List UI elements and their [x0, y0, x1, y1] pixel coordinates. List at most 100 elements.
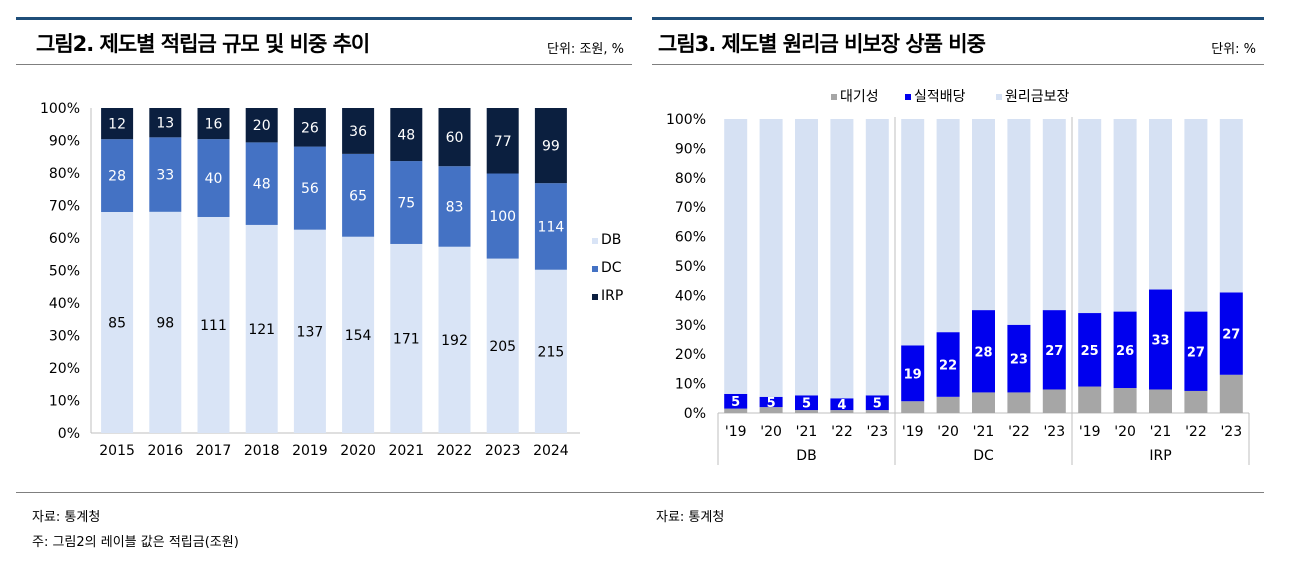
bar-segment: [936, 396, 960, 413]
bar-db: [342, 236, 375, 433]
right-panel-header: 그림3. 제도별 원리금 비보장 상품 비중 단위: %: [652, 17, 1264, 65]
bar-segment: [972, 119, 995, 311]
x-tick-label: '21: [796, 424, 818, 440]
x-tick-label: '23: [1220, 424, 1242, 440]
right-chart-unit: 단위: %: [1211, 42, 1256, 57]
x-tick-label: 2018: [244, 443, 280, 459]
bar-irp: [245, 108, 278, 143]
group-label: DB: [796, 448, 816, 464]
legend-label-dc: DC: [601, 260, 622, 276]
data-label-dc: 75: [397, 196, 415, 212]
y-tick-label: 70%: [675, 200, 706, 216]
bar-irp: [342, 108, 375, 154]
x-tick-label: 2019: [292, 443, 328, 459]
bar-segment: [795, 395, 818, 411]
legend-swatch-dc: [592, 266, 598, 272]
legend-label: 대기성: [840, 89, 879, 105]
y-tick-label: 80%: [49, 166, 80, 182]
data-label-db: 205: [489, 339, 516, 355]
y-tick-label: 100%: [40, 101, 80, 117]
bar-db: [101, 212, 134, 433]
y-tick-label: 50%: [49, 264, 80, 280]
left-chart-unit: 단위: 조원, %: [547, 42, 624, 57]
y-tick-label: 10%: [675, 377, 706, 393]
x-tick-label: 2022: [437, 443, 473, 459]
bar-irp: [438, 108, 471, 167]
bar-db: [534, 269, 567, 433]
x-tick-label: 2015: [99, 443, 135, 459]
bar-segment: [830, 119, 854, 399]
x-tick-label: '19: [725, 424, 747, 440]
data-label-performance: 26: [1116, 344, 1134, 359]
bar-segment: [1042, 119, 1066, 311]
data-label-irp: 36: [349, 124, 367, 140]
bar-segment: [865, 395, 889, 411]
bar-irp: [534, 108, 567, 184]
right-source: 자료: 통계청: [656, 510, 725, 525]
bar-dc: [486, 173, 519, 259]
bar-db: [149, 211, 182, 433]
bar-segment: [759, 407, 783, 413]
bar-dc: [197, 139, 230, 217]
data-label-performance: 23: [1010, 353, 1028, 368]
bar-segment: [830, 398, 854, 411]
data-label-dc: 28: [108, 169, 126, 185]
y-tick-label: 40%: [49, 296, 80, 312]
bar-irp: [293, 108, 326, 147]
left-note: 주: 그림2의 레이블 값은 적립금(조원): [32, 535, 239, 550]
bar-segment: [865, 410, 889, 413]
data-label-dc: 33: [156, 168, 174, 184]
y-tick-label: 0%: [58, 426, 80, 442]
y-tick-label: 0%: [684, 406, 706, 422]
bar-segment: [1042, 389, 1066, 413]
bar-segment: [1184, 119, 1208, 312]
footer-divider: [16, 492, 1264, 493]
bar-db: [197, 216, 230, 433]
bar-segment: [759, 396, 783, 408]
bar-segment: [1007, 324, 1031, 393]
data-label-dc: 114: [538, 219, 565, 235]
x-tick-label: 2024: [533, 443, 569, 459]
data-label-dc: 56: [301, 181, 319, 197]
data-label-irp: 26: [301, 120, 319, 136]
bar-segment: [830, 410, 854, 413]
bar-segment: [865, 119, 889, 396]
y-tick-label: 20%: [49, 361, 80, 377]
data-label-dc: 83: [446, 199, 464, 215]
right-stacked-bar-chart: 0% 10% 20% 30% 40% 50% 60% 70% 80% 90% 100% 5 '19 5 '2…: [666, 89, 1250, 465]
y-tick-label: 30%: [675, 318, 706, 334]
y-tick-label: 70%: [49, 199, 80, 215]
bar-db: [486, 258, 519, 433]
bar-segment: [936, 332, 960, 397]
bar-segment: [795, 119, 818, 396]
bar-segment: [1149, 389, 1172, 413]
bar-irp: [197, 108, 230, 140]
data-label-irp: 16: [205, 117, 223, 133]
x-tick-label: '21: [973, 424, 995, 440]
data-label-irp: 13: [156, 116, 174, 132]
data-label-performance: 27: [1222, 328, 1240, 343]
x-tick-label: 2017: [196, 443, 232, 459]
bar-segment: [724, 119, 748, 394]
legend-swatch-irp: [592, 294, 598, 300]
y-tick-label: 90%: [49, 134, 80, 150]
data-label-performance: 19: [904, 367, 922, 382]
data-label-dc: 48: [253, 177, 271, 193]
bar-segment: [1219, 292, 1243, 375]
bar-segment: [1113, 388, 1137, 413]
data-label-db: 192: [441, 333, 468, 349]
legend-label: 실적배당: [914, 89, 966, 105]
bar-db: [293, 229, 326, 433]
data-label-performance: 5: [767, 396, 776, 411]
bar-segment: [1184, 311, 1208, 391]
group-label: IRP: [1149, 448, 1171, 464]
data-label-db: 215: [538, 344, 565, 360]
y-tick-label: 80%: [675, 171, 706, 187]
bar-segment: [724, 408, 748, 413]
bar-segment: [972, 392, 995, 413]
bar-dc: [149, 137, 182, 212]
data-label-performance: 28: [974, 345, 992, 360]
x-tick-label: '22: [1185, 424, 1207, 440]
data-label-db: 121: [248, 322, 275, 338]
data-label-performance: 33: [1151, 334, 1169, 349]
